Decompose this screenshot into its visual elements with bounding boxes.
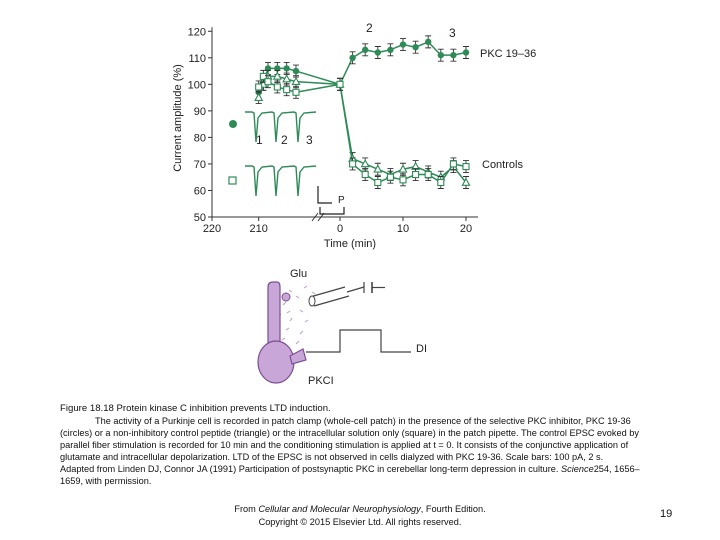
data-point-square xyxy=(462,163,470,171)
point-marker-2: 2 xyxy=(366,21,373,35)
footer-prefix: From xyxy=(234,504,259,514)
soma xyxy=(257,340,295,384)
x-tick-label: 220 xyxy=(203,223,221,235)
footer-line-1: From Cellular and Molecular Neurophysiol… xyxy=(180,503,540,516)
chart-series xyxy=(254,35,471,189)
pairing-stimulus-marker: P xyxy=(319,195,345,215)
controls-series-label: Controls xyxy=(482,159,523,171)
control-epsc-trace xyxy=(245,165,317,197)
data-point-triangle xyxy=(254,92,264,101)
data-point-square xyxy=(399,176,407,184)
epsc-traces: 1 2 3 xyxy=(228,111,332,204)
y-tick-label: 120 xyxy=(188,26,206,38)
point-marker-3: 3 xyxy=(449,26,456,40)
data-point-square xyxy=(273,83,281,91)
data-point-circle xyxy=(462,49,470,56)
data-point-square xyxy=(374,178,382,187)
data-point-square xyxy=(349,160,357,168)
data-point-circle xyxy=(450,51,457,59)
chart-tick-labels: 50 60 70 80 90 100 110 120 220 210 0 10 20 xyxy=(188,26,472,235)
x-tick-label: 0 xyxy=(337,223,343,235)
data-point-circle xyxy=(283,65,290,72)
data-point-triangle xyxy=(272,71,282,80)
source-prefix: Adapted from Linden DJ, Connor JA (1991)… xyxy=(60,464,559,474)
data-point-square xyxy=(292,88,300,96)
data-point-circle xyxy=(374,49,381,56)
pkci-label: PKCI xyxy=(308,375,334,387)
data-point-triangle xyxy=(282,74,292,83)
data-point-square xyxy=(336,80,344,88)
data-point-circle xyxy=(362,46,369,54)
purkinje-cell-diagram: Glu DI PKCI xyxy=(257,268,427,387)
data-point-square xyxy=(361,170,369,179)
pkc-series-label: PKC 19–36 xyxy=(480,48,536,60)
stimulation-pipette xyxy=(308,282,385,307)
y-tick-label: 70 xyxy=(194,159,206,171)
y-tick-label: 50 xyxy=(194,212,206,224)
book-title: Cellular and Molecular Neurophysiology xyxy=(258,504,421,514)
series-open-square xyxy=(255,69,470,189)
y-axis-label: Current amplitude (%) xyxy=(172,64,184,172)
y-tick-label: 110 xyxy=(188,53,206,65)
glutamate-puff-cloud xyxy=(274,285,316,345)
data-point-circle xyxy=(412,43,419,51)
x-axis-label: Time (min) xyxy=(324,238,376,250)
data-point-circle xyxy=(292,67,300,75)
caption-title: Figure 18.18 Protein kinase C inhibition… xyxy=(60,403,331,414)
data-point-square xyxy=(386,173,394,181)
caption-body: The activity of a Purkinje cell is recor… xyxy=(60,416,639,462)
data-point-circle xyxy=(349,54,356,61)
data-point-square xyxy=(283,86,291,94)
di-label: DI xyxy=(416,343,427,355)
data-point-triangle xyxy=(398,164,408,173)
trace-number-3: 3 xyxy=(306,133,313,147)
data-point-square xyxy=(437,178,445,187)
data-point-circle xyxy=(399,41,407,48)
depolarization-protocol xyxy=(306,329,411,353)
footer-copyright: Copyright © 2015 Elsevier Ltd. All right… xyxy=(258,517,462,527)
glu-label: Glu xyxy=(290,268,307,280)
trace-number-1: 1 xyxy=(256,133,263,147)
data-point-square xyxy=(264,78,272,86)
data-point-square xyxy=(424,170,432,179)
data-point-triangle xyxy=(373,164,383,173)
x-tick-label: 10 xyxy=(397,223,409,235)
y-tick-label: 100 xyxy=(188,79,206,91)
control-legend-square xyxy=(228,176,237,185)
trace-number-2: 2 xyxy=(281,133,288,147)
data-point-circle xyxy=(437,51,444,59)
chart-axes xyxy=(208,27,478,222)
source-journal: Science xyxy=(561,464,594,474)
page-number: 19 xyxy=(660,508,673,520)
data-point-circle xyxy=(387,46,394,54)
y-tick-label: 80 xyxy=(194,132,206,144)
y-tick-label: 90 xyxy=(194,106,206,118)
source-suffix: 254, 1656–1659, with permission. xyxy=(60,464,640,486)
figure-caption: Figure 18.18 Protein kinase C inhibition… xyxy=(60,403,660,487)
patch-pipette xyxy=(289,348,307,365)
scale-bar xyxy=(317,186,332,204)
ltd-time-course-chart: 50 60 70 80 90 100 110 120 220 210 0 10 20 Current a… xyxy=(172,21,536,250)
pairing-label: P xyxy=(338,195,345,206)
figure-18-18: 50 60 70 80 90 100 110 120 220 210 0 10 20 Current a… xyxy=(172,21,536,387)
footer-suffix: , Fourth Edition. xyxy=(420,504,486,514)
data-point-square xyxy=(255,83,263,91)
data-point-square xyxy=(259,72,267,80)
x-tick-label: 20 xyxy=(460,223,472,235)
y-tick-label: 60 xyxy=(194,185,206,197)
glu-pipette-tip xyxy=(281,292,291,302)
data-point-square xyxy=(412,170,420,179)
pkc-epsc-trace xyxy=(245,111,317,143)
data-point-triangle xyxy=(360,158,370,168)
caption-source: Adapted from Linden DJ, Connor JA (1991)… xyxy=(60,463,660,487)
pkc-legend-circle xyxy=(229,120,237,128)
data-point-triangle xyxy=(291,76,301,86)
x-tick-label: 210 xyxy=(249,223,267,235)
data-point-circle xyxy=(425,38,432,46)
footer-citation: From Cellular and Molecular Neurophysiol… xyxy=(180,503,540,529)
data-point-square xyxy=(449,160,457,168)
dendrite xyxy=(267,281,281,346)
data-point-triangle xyxy=(461,177,471,186)
